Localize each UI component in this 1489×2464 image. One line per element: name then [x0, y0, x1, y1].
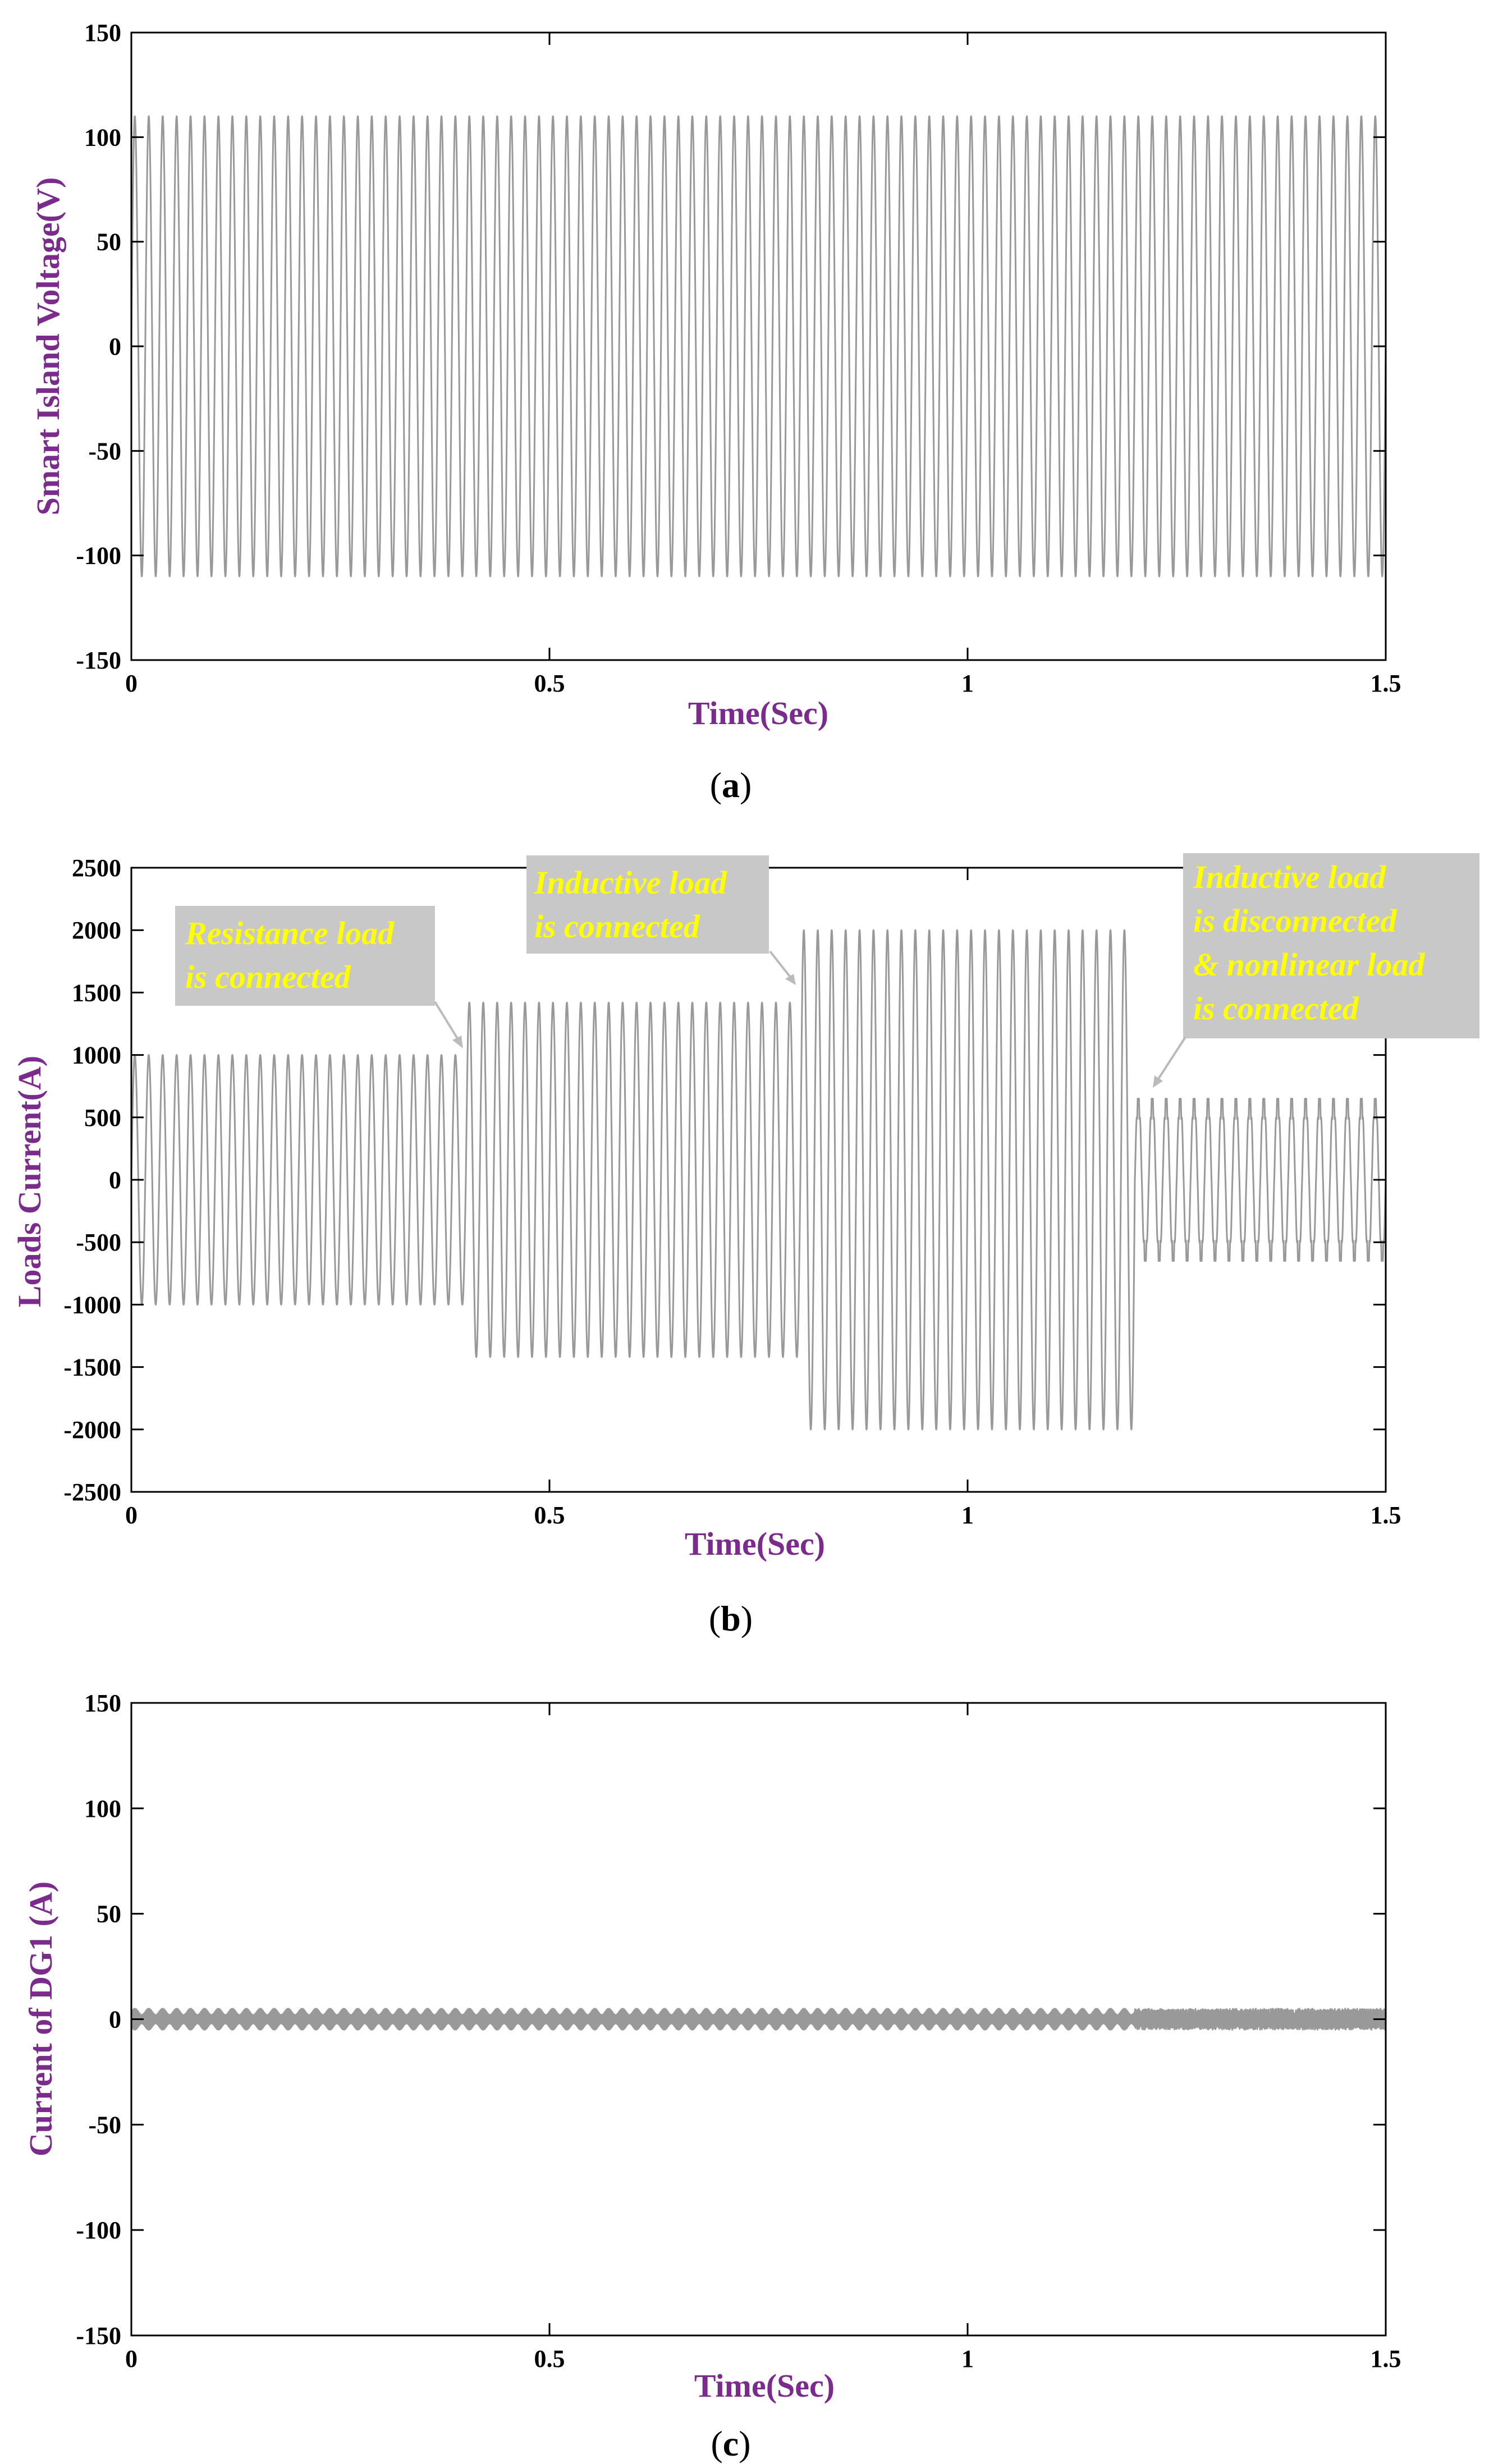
- annotation-line-1: Inductive load: [534, 864, 727, 901]
- annotation-line-2: is connected: [534, 908, 700, 945]
- x-ticks-a: 0 0.5 1 1.5: [125, 33, 1401, 697]
- y-ticks-b: 2500 2000 1500 1000 500 0 -500 -1000 -1500 -2000 -…: [63, 854, 1386, 1506]
- y-tick-label: -50: [88, 2111, 121, 2138]
- y-tick-label: 1500: [72, 979, 121, 1006]
- y-tick-label: -2500: [63, 1478, 121, 1506]
- x-tick-label: 0: [125, 2345, 138, 2373]
- x-axis-label-c: Time(Sec): [694, 2367, 835, 2404]
- annotation-box: [175, 906, 435, 1006]
- y-axis-label-a: Smart Island Voltage(V): [30, 177, 66, 516]
- y-tick-label: -100: [76, 542, 121, 570]
- y-tick-label: -500: [76, 1229, 121, 1256]
- y-tick-label: 150: [84, 19, 121, 47]
- annotation-box: [1183, 853, 1479, 1038]
- voltage-waveform: [130, 115, 1387, 578]
- series-line: [130, 929, 1387, 1431]
- y-ticks-a: 150 100 50 0 -50 -100 -150: [76, 19, 1386, 674]
- y-tick-label: 500: [84, 1104, 121, 1132]
- y-tick-label: 0: [109, 333, 121, 360]
- x-tick-label: 1: [961, 670, 974, 697]
- y-tick-label: -150: [76, 647, 121, 674]
- y-tick-label: 100: [84, 123, 121, 151]
- panel-letter-b: b: [721, 1599, 741, 1638]
- annotation-line-1: Resistance load: [185, 915, 395, 951]
- x-tick-label: 1.5: [1371, 1501, 1401, 1529]
- y-tick-label: 50: [97, 1900, 121, 1928]
- annotation-nonlinear-load: Inductive load is disconnected & nonline…: [1153, 853, 1479, 1088]
- y-ticks-c: 150 100 50 0 -50 -100 -150: [76, 1689, 1386, 2349]
- panel-letter-a: a: [722, 765, 740, 805]
- x-axis-label-a: Time(Sec): [688, 695, 828, 731]
- annotation-arrow: [1156, 1036, 1186, 1082]
- y-tick-label: 100: [84, 1795, 121, 1822]
- series-line: [130, 115, 1387, 578]
- annotation-line-1: Inductive load: [1193, 859, 1386, 895]
- series-line: [130, 2008, 1387, 2031]
- y-axis-label-b: Loads Current(A): [11, 1056, 48, 1307]
- panel-label-b: (b): [709, 1599, 753, 1638]
- panel-label-a: (a): [710, 765, 752, 805]
- annotation-line-2: is connected: [185, 959, 351, 995]
- load-current-waveform: [130, 929, 1387, 1431]
- y-tick-label: 150: [84, 1689, 121, 1717]
- annotation-resistance-load: Resistance load is connected: [175, 906, 463, 1048]
- y-tick-label: 2500: [72, 854, 121, 882]
- y-tick-label: 0: [109, 1166, 121, 1194]
- annotation-arrow: [434, 1001, 460, 1042]
- x-tick-label: 0.5: [534, 670, 565, 697]
- y-tick-label: -1000: [63, 1291, 121, 1318]
- annotation-arrowhead: [452, 1036, 463, 1048]
- annotation-box: [526, 855, 769, 954]
- y-tick-label: -50: [88, 437, 121, 465]
- panel-label-c: (c): [711, 2424, 750, 2463]
- x-tick-label: 0.5: [534, 2345, 565, 2373]
- y-tick-label: -2000: [63, 1416, 121, 1444]
- y-tick-label: 50: [97, 228, 121, 256]
- dg1-current-waveform: [130, 2008, 1387, 2031]
- y-tick-label: -150: [76, 2322, 121, 2349]
- x-tick-label: 0: [125, 1501, 138, 1529]
- panel-letter-c: c: [723, 2424, 739, 2463]
- x-ticks-c: 0 0.5 1 1.5: [125, 1703, 1401, 2373]
- x-tick-label: 0: [125, 670, 138, 697]
- y-tick-label: -1500: [63, 1354, 121, 1381]
- annotation-line-3: & nonlinear load: [1193, 946, 1426, 983]
- x-tick-label: 1.5: [1371, 670, 1401, 697]
- annotation-arrowhead: [1153, 1075, 1163, 1088]
- y-tick-label: 0: [109, 2006, 121, 2034]
- y-tick-label: 1000: [72, 1042, 121, 1069]
- y-tick-label: -100: [76, 2216, 121, 2244]
- annotation-inductive-load: Inductive load is connected: [526, 855, 796, 985]
- x-tick-label: 1: [961, 1501, 974, 1529]
- y-tick-label: 2000: [72, 917, 121, 944]
- annotation-line-2: is disconnected: [1193, 903, 1397, 939]
- x-tick-label: 0.5: [534, 1501, 565, 1529]
- panel-b: 2500 2000 1500 1000 500 0 -500 -1000 -1500 -2000 -…: [11, 853, 1479, 1638]
- x-tick-label: 1: [961, 2345, 974, 2373]
- annotation-line-4: is connected: [1193, 990, 1359, 1027]
- annotation-arrowhead: [785, 974, 796, 985]
- annotation-arrow: [769, 950, 792, 979]
- x-axis-label-b: Time(Sec): [685, 1526, 825, 1562]
- x-tick-label: 1.5: [1371, 2345, 1401, 2373]
- y-axis-label-c: Current of DG1 (A): [22, 1881, 59, 2156]
